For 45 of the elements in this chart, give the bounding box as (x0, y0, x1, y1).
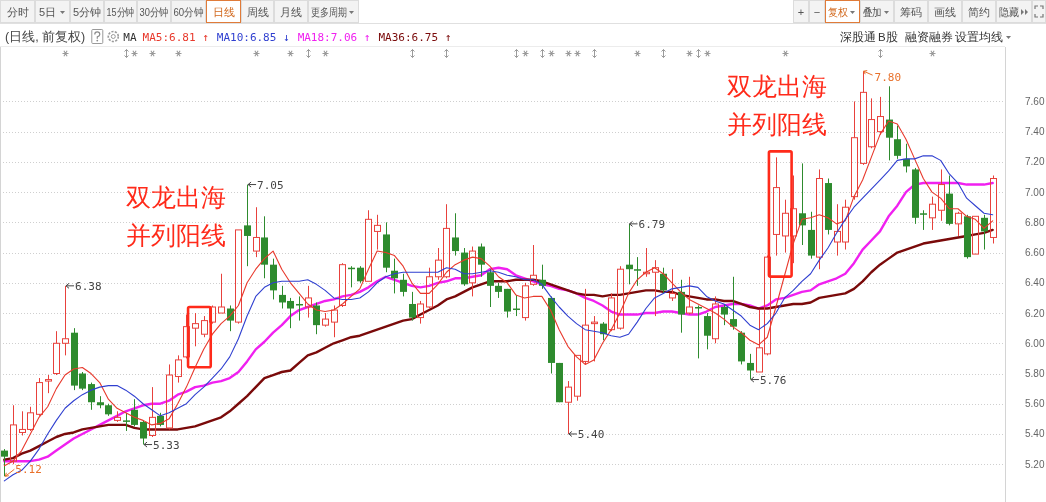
price-mark: 5.33 (153, 438, 180, 452)
y-tick-label: 5.80 (1025, 368, 1045, 380)
button: 5分钟 (70, 0, 104, 23)
price-mark: 5.40 (577, 428, 605, 441)
button: 叠加 (860, 0, 894, 23)
price-mark: 5.76 (759, 373, 787, 387)
button: 5日 (35, 0, 70, 23)
button: 周线 (241, 0, 274, 23)
price-mark: 6.79 (638, 217, 666, 231)
note: 双龙出海并列阳线 (126, 183, 226, 249)
button: 画线 (928, 0, 962, 23)
y-tick-label: 6.00 (1025, 337, 1045, 349)
link: 设置均线 (955, 31, 1003, 43)
button: 隐藏 (996, 0, 1032, 23)
y-tick-label: 7.00 (1025, 186, 1045, 198)
price-mark: 7.80 (874, 71, 902, 85)
y-tick-label: 5.60 (1025, 398, 1045, 410)
link: 融资融券 (905, 31, 953, 43)
price-mark: 6.38 (75, 279, 102, 293)
button: 简约 (962, 0, 996, 23)
chart-title: (日线, 前复权) (5, 30, 86, 44)
y-tick-label: 7.60 (1025, 95, 1045, 107)
y-tick-label: 5.20 (1025, 458, 1045, 470)
y-tick-label: 6.40 (1025, 277, 1045, 289)
legend: MA MA5:6.81 ↑ MA10:6.85 ↓ MA18:7.06 ↑ MA36:6.75 ↑ (123, 31, 452, 44)
button: 月线 (274, 0, 308, 23)
link: B股 (878, 31, 898, 43)
y-tick-label: 6.20 (1025, 307, 1045, 319)
y-tick-label: 6.60 (1025, 247, 1045, 259)
button: 筹码 (894, 0, 928, 23)
y-tick-label: 6.80 (1025, 216, 1045, 228)
link: 深股通 (840, 31, 876, 43)
button: 分时 (0, 0, 35, 23)
y-tick-label: 5.40 (1025, 428, 1045, 440)
price-mark: 7.05 (257, 178, 284, 192)
button: 30分钟 (137, 0, 174, 23)
button: 更多周期 (308, 0, 359, 23)
button: 60分钟 (171, 0, 208, 23)
y-tick-label: 7.40 (1025, 126, 1045, 138)
note: 双龙出海并列阳线 (727, 72, 827, 138)
button: 复权 (825, 0, 860, 23)
button: 日线 (206, 0, 241, 23)
button: + (793, 0, 809, 23)
button: − (809, 0, 825, 23)
y-tick-label: 7.20 (1025, 156, 1045, 168)
